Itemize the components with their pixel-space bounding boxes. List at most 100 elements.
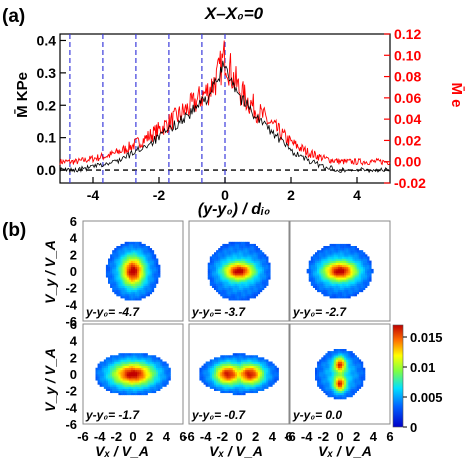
heatmap-cell: [130, 250, 134, 253]
heatmap-cell: [211, 268, 215, 272]
chart-a-ylabel-right: M̄ e: [448, 82, 466, 107]
heatmap-cell: [153, 273, 157, 276]
heatmap-cell: [147, 390, 150, 394]
heatmap-cell: [348, 287, 351, 291]
heatmap-cell: [118, 277, 121, 280]
heatmap-cell: [222, 252, 225, 255]
heatmap-cell: [214, 258, 217, 261]
heatmap-cell: [348, 273, 351, 276]
heatmap-cell: [241, 266, 244, 270]
heatmap-cell: [350, 248, 353, 251]
heatmap-cell: [141, 281, 144, 284]
heatmap-cell: [232, 273, 236, 276]
heatmap-cell: [234, 293, 238, 297]
heatmap-cell: [241, 256, 244, 259]
heatmap-cell: [261, 256, 265, 259]
heatmap-cell: [224, 293, 227, 297]
heatmap-cell: [211, 380, 215, 383]
heatmap-cell: [346, 359, 349, 362]
heatmap-cell: [168, 367, 171, 371]
heatmap-cell: [350, 378, 353, 381]
heatmap-cell: [112, 258, 115, 261]
heatmap-cell: [337, 355, 341, 358]
heatmap-cell: [103, 382, 107, 385]
heatmap-cell: [249, 386, 252, 389]
heatmap-cell: [255, 378, 259, 381]
heatmap-cell: [360, 365, 364, 369]
heatmap-cell: [133, 277, 136, 280]
heatmap-cell: [333, 281, 337, 284]
heatmap-cell: [207, 262, 211, 266]
heatmap-cell: [234, 258, 238, 261]
heatmap-cell: [331, 256, 335, 259]
heatmap-cell: [350, 353, 353, 356]
heatmap-cell: [99, 369, 103, 373]
heatmap-cell: [145, 291, 148, 295]
heatmap-cell: [226, 369, 229, 373]
heatmap-cell: [118, 361, 121, 364]
heatmap-cell: [241, 361, 244, 364]
heatmap-cell: [209, 264, 213, 268]
heatmap-cell: [268, 384, 271, 387]
heatmap-cell: [325, 380, 328, 383]
heatmap-cell: [331, 279, 335, 282]
heatmap-cell: [239, 376, 242, 379]
heatmap-cell: [342, 256, 345, 259]
heatmap-cell: [274, 367, 277, 371]
heatmap-cell: [137, 298, 140, 301]
heatmap-cell: [155, 273, 159, 276]
heatmap-cell: [257, 374, 261, 377]
heatmap-cell: [230, 382, 234, 385]
heatmap-cell: [367, 271, 370, 274]
heatmap-cell: [214, 386, 217, 389]
heatmap-cell: [257, 283, 261, 286]
heatmap-cell: [245, 382, 248, 385]
heatmap-cell: [166, 363, 169, 366]
heatmap-cell: [245, 365, 248, 369]
heatmap-cell: [272, 367, 275, 371]
heatmap-cell: [216, 262, 219, 266]
heatmap-cell: [220, 376, 223, 379]
heatmap-cell: [135, 382, 138, 385]
heatmap-cell: [234, 241, 238, 245]
heatmap-cell: [329, 392, 332, 396]
heatmap-cell: [337, 250, 341, 253]
heatmap-cell: [143, 248, 146, 251]
heatmap-cell: [218, 268, 221, 272]
heatmap-cell: [149, 283, 153, 286]
heatmap-cell: [149, 382, 153, 385]
heatmap-cell: [151, 266, 155, 270]
heatmap-cell: [251, 382, 254, 385]
heatmap-cell: [319, 250, 322, 253]
heatmap-cell: [145, 369, 148, 373]
heatmap-cell: [245, 298, 248, 301]
heatmap-cell: [108, 279, 111, 282]
heatmap-cell: [128, 374, 132, 377]
heatmap-cell: [264, 365, 267, 369]
heatmap-cell: [261, 279, 265, 282]
heatmap-cell: [264, 275, 267, 278]
heatmap-cell: [120, 285, 123, 288]
heatmap-cell: [356, 388, 360, 391]
heatmap-cell: [354, 363, 357, 366]
heatmap-cell: [337, 256, 341, 259]
heatmap-cell: [331, 361, 335, 364]
heatmap-cell: [145, 281, 148, 284]
heatmap-cell: [234, 248, 238, 251]
heatmap-cell: [141, 260, 144, 263]
heatmap-cell: [228, 285, 231, 288]
heatmap-cell: [346, 361, 349, 364]
heatmap-cell: [253, 275, 256, 278]
heatmap-cell: [257, 363, 261, 366]
heatmap-cell: [124, 357, 128, 360]
heatmap-cell: [133, 298, 136, 301]
heatmap-cell: [141, 363, 144, 366]
heatmap-cell: [251, 361, 254, 364]
heatmap-cell: [220, 386, 223, 389]
heatmap-cell: [211, 254, 215, 257]
heatmap-cell: [124, 353, 128, 356]
heatmap-cell: [249, 260, 252, 263]
heatmap-cell: [143, 287, 146, 291]
heatmap-cell: [120, 365, 123, 369]
heatmap-cell: [232, 246, 236, 249]
